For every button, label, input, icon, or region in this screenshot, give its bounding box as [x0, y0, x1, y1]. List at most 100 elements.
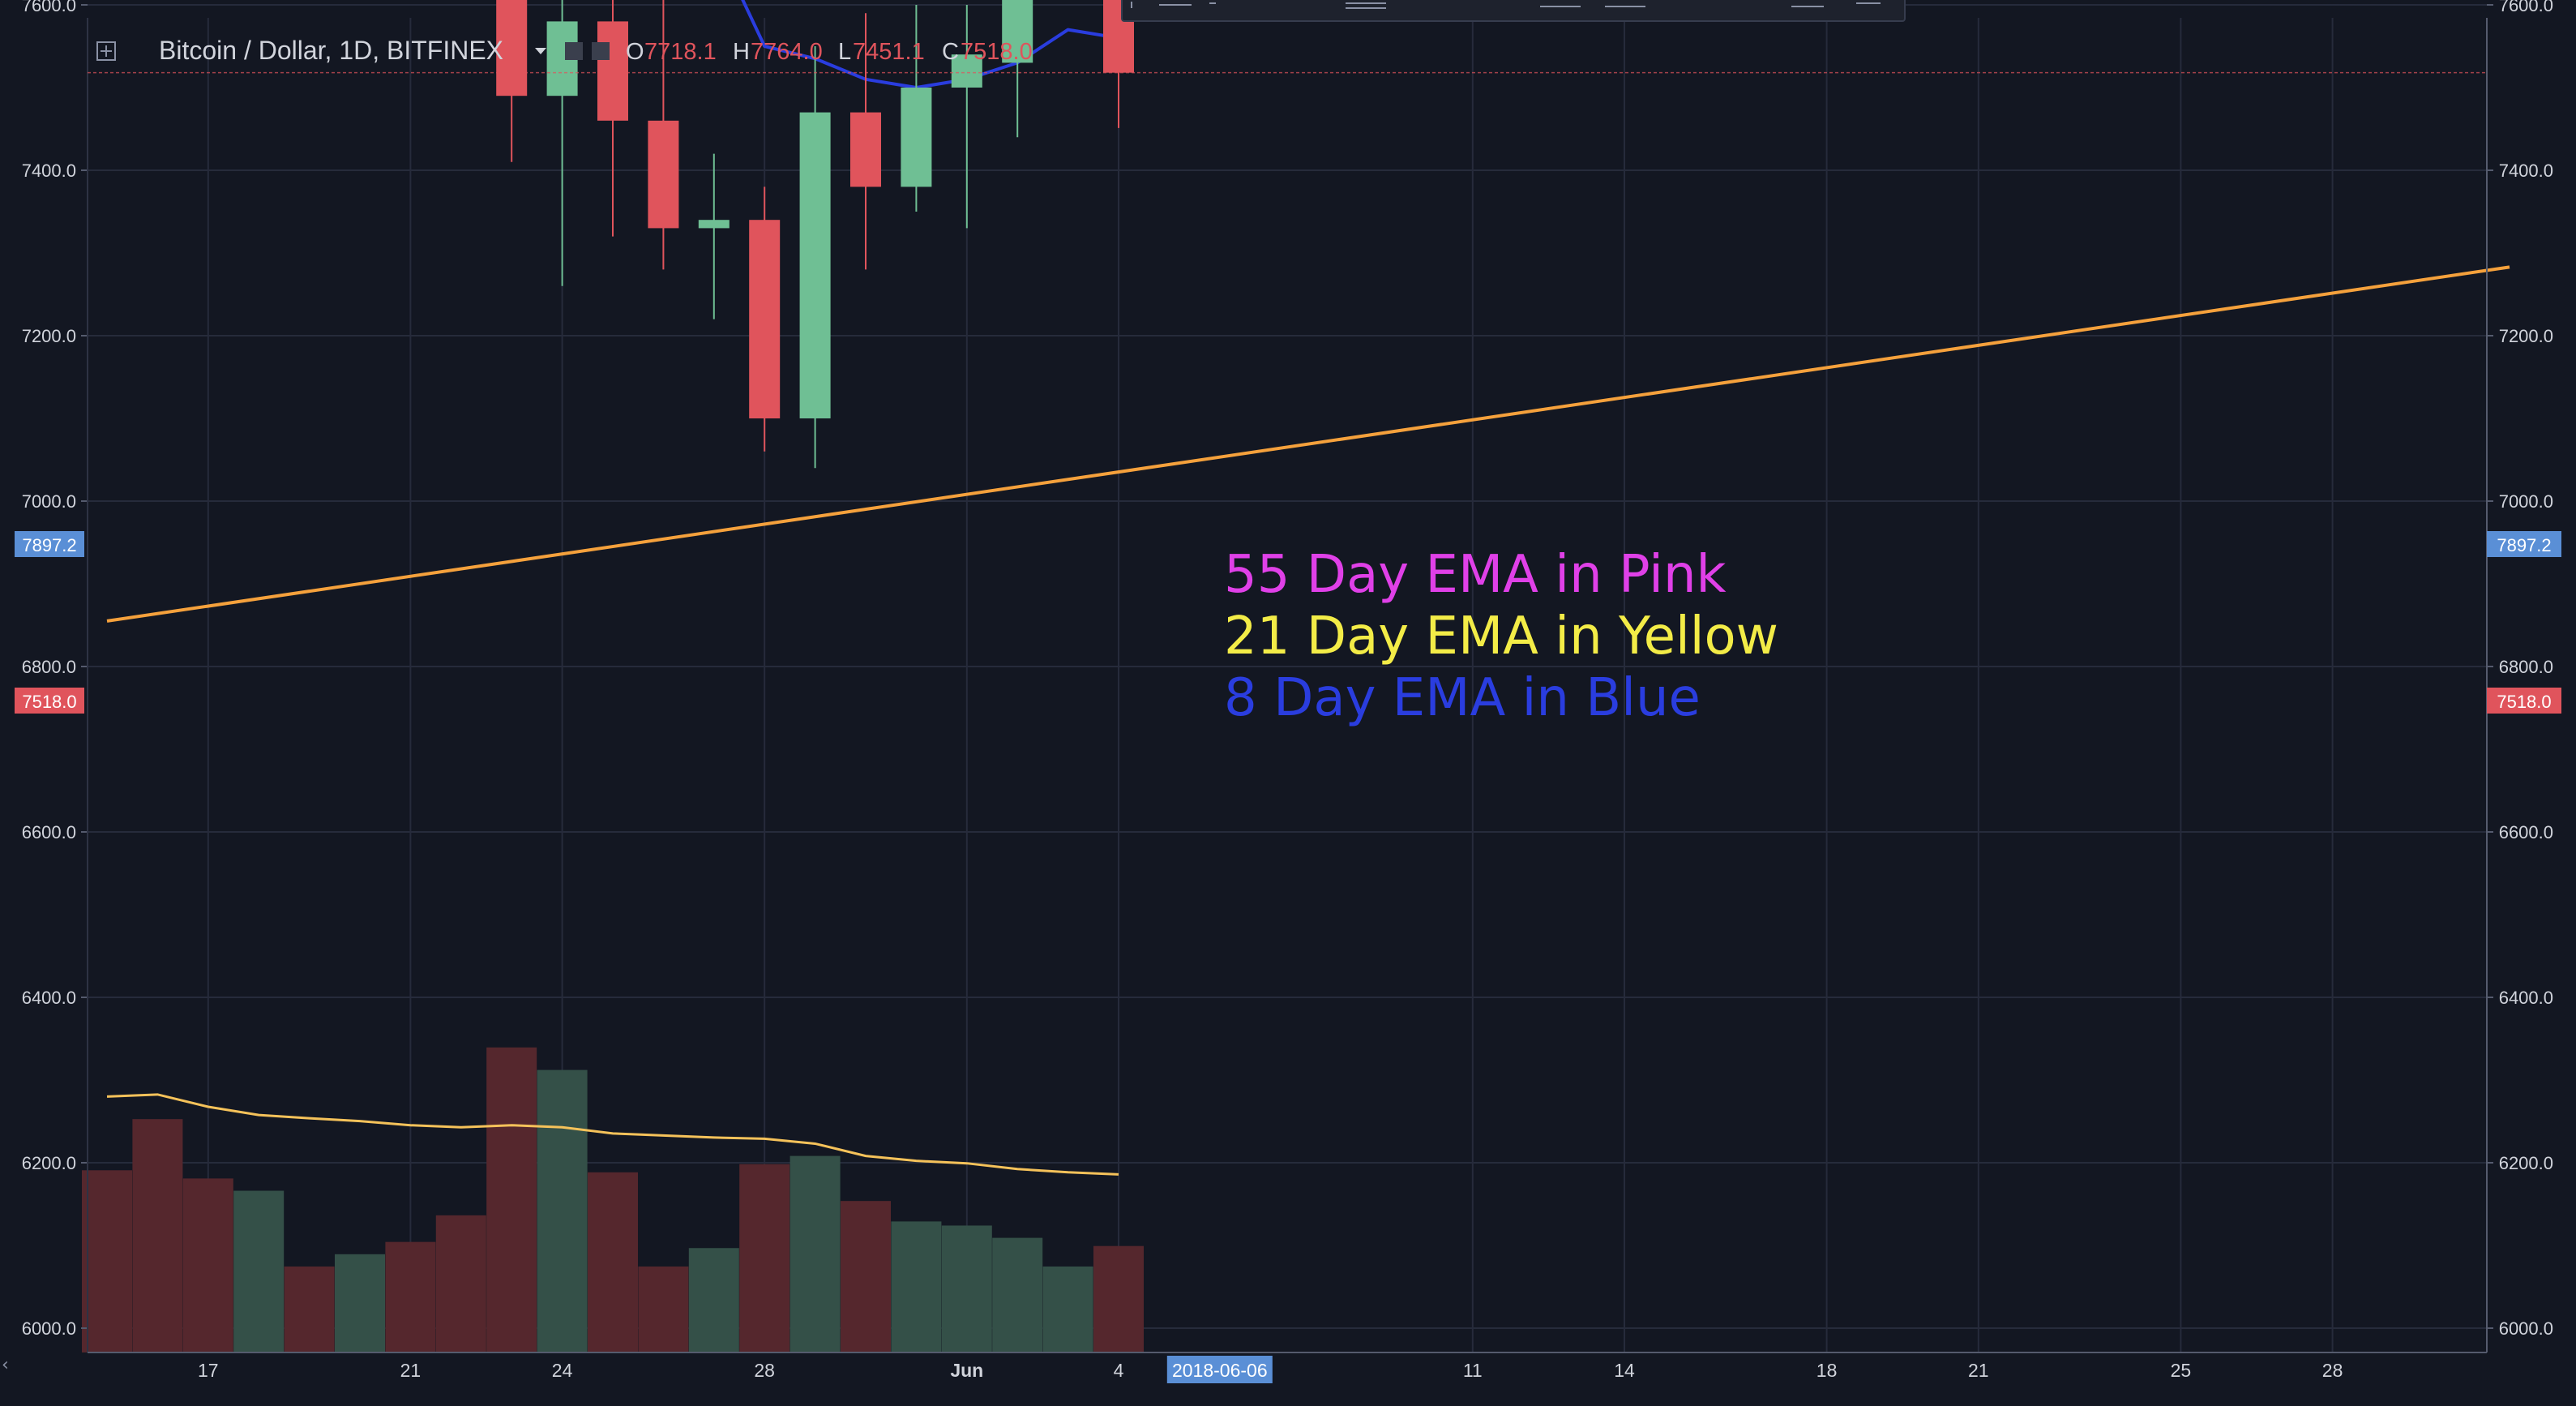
volume-bar	[335, 1254, 385, 1352]
y-tick-label-left: 6600.0	[22, 822, 76, 842]
ema-lines	[741, 0, 1119, 89]
y-tick-label-right: 6400.0	[2499, 988, 2553, 1008]
expand-icon[interactable]	[96, 41, 116, 61]
y-tick-label-left: 7600.0	[22, 0, 76, 15]
candle[interactable]	[1002, 0, 1033, 138]
axes: 6000.0 6000.0 6200.0 6200.0 6400.0 6400.0 6600…	[22, 0, 2553, 1381]
y-tick-label-left: 6800.0	[22, 657, 76, 677]
candle-body[interactable]	[648, 120, 679, 229]
candle-body[interactable]	[597, 21, 628, 121]
x-tick-label: 4	[1114, 1360, 1124, 1381]
candle[interactable]	[799, 46, 831, 469]
ema21-annotation: 21 Day EMA in Yellow	[1224, 607, 1778, 667]
volume-bar	[233, 1190, 285, 1352]
volume-bar	[638, 1266, 689, 1352]
ema8-line	[741, 0, 1119, 89]
time-cursor-label: 2018-06-06	[1166, 1356, 1273, 1383]
volume-bar	[841, 1201, 891, 1352]
candle-body[interactable]	[850, 112, 881, 187]
ema8-annotation: 8 Day EMA in Blue	[1224, 668, 1701, 728]
y-tick-label-right: 6000.0	[2499, 1318, 2553, 1339]
x-tick-label: 21	[1968, 1360, 1989, 1381]
y-tick-label-right: 7000.0	[2499, 491, 2553, 512]
candle[interactable]	[901, 5, 932, 212]
close-prefix: C	[942, 39, 959, 65]
chevron-left-icon[interactable]: ‹	[2, 1355, 9, 1375]
low-value: 7451.1	[853, 39, 925, 65]
candle[interactable]	[749, 186, 781, 452]
x-tick-label: Jun	[950, 1360, 983, 1381]
trendline-layer[interactable]	[106, 265, 2510, 623]
x-tick-label: 28	[2322, 1360, 2343, 1381]
symbol-legend[interactable]: Bitcoin / Dollar, 1D, BITFINEX O 7718.1 …	[96, 36, 1033, 65]
low-prefix: L	[838, 39, 851, 65]
candle-body[interactable]	[749, 220, 781, 418]
settings-icon[interactable]	[565, 42, 583, 60]
candle[interactable]	[496, 0, 528, 162]
volume-bar	[588, 1172, 638, 1352]
candle-body[interactable]	[901, 88, 932, 187]
x-tick-label: 18	[1816, 1360, 1838, 1381]
toolbar-icons[interactable]	[1131, 2, 1881, 9]
x-tick-label: 21	[400, 1360, 421, 1381]
candle[interactable]	[850, 13, 881, 270]
y-tick-label-right: 6800.0	[2499, 657, 2553, 677]
volume-bar	[1042, 1266, 1093, 1352]
candle[interactable]	[951, 5, 982, 229]
volume-bar	[891, 1221, 942, 1352]
volume-bar	[992, 1237, 1043, 1352]
last-price-label-right: 7518.0	[2487, 688, 2561, 714]
ema-price-label-right: 7897.2	[2487, 531, 2561, 557]
volume-bar	[435, 1215, 486, 1352]
drawing-toolbar[interactable]	[1121, 0, 1906, 22]
y-tick-label-left: 6000.0	[22, 1318, 76, 1339]
candle[interactable]	[648, 0, 679, 270]
x-tick-label: 28	[754, 1360, 775, 1381]
y-tick-label-left: 7000.0	[22, 491, 76, 512]
y-tick-label-left: 6200.0	[22, 1153, 76, 1173]
y-tick-label-right: 7600.0	[2499, 0, 2553, 15]
volume-bar	[486, 1047, 537, 1352]
candle[interactable]	[698, 153, 730, 319]
volume-bar	[132, 1119, 183, 1352]
svg-text:7897.2: 7897.2	[2497, 535, 2551, 555]
x-tick-label: 17	[198, 1360, 219, 1381]
volume-bar	[82, 1170, 132, 1352]
y-tick-label-right: 7200.0	[2499, 326, 2553, 346]
volume-bar	[739, 1164, 790, 1352]
y-tick-label-right: 6600.0	[2499, 822, 2553, 842]
close-value: 7518.0	[961, 39, 1033, 65]
chevron-down-icon[interactable]	[535, 48, 546, 54]
candle-body[interactable]	[496, 0, 528, 96]
candle-body[interactable]	[1002, 0, 1033, 63]
volume-bar	[385, 1241, 436, 1352]
x-tick-label: 14	[1614, 1360, 1635, 1381]
trendline[interactable]	[106, 265, 2510, 623]
volume-bar	[537, 1070, 588, 1352]
volume-bar	[941, 1225, 992, 1352]
candle-body[interactable]	[698, 220, 730, 229]
candle-body[interactable]	[951, 54, 982, 88]
x-tick-label: 24	[552, 1360, 573, 1381]
hide-icon[interactable]	[592, 42, 610, 60]
y-tick-label-right: 6200.0	[2499, 1153, 2553, 1173]
symbol-title[interactable]: Bitcoin / Dollar, 1D, BITFINEX	[159, 36, 503, 65]
x-tick-label: 11	[1463, 1360, 1483, 1381]
x-tick-label: 25	[2171, 1360, 2192, 1381]
svg-text:7518.0: 7518.0	[22, 692, 76, 712]
volume-bar	[789, 1155, 841, 1352]
open-value: 7718.1	[644, 39, 717, 65]
last-price-label-left: 7518.0	[15, 688, 84, 714]
candle[interactable]	[597, 0, 628, 237]
y-tick-label-left: 7400.0	[22, 161, 76, 181]
high-value: 7764.0	[751, 39, 823, 65]
candlesticks[interactable]	[92, 0, 1134, 469]
candle-body[interactable]	[799, 112, 831, 418]
ema55-annotation: 55 Day EMA in Pink	[1224, 545, 1727, 605]
open-prefix: O	[626, 39, 644, 65]
volume-bar	[688, 1248, 739, 1352]
svg-text:2018-06-06: 2018-06-06	[1172, 1360, 1268, 1381]
svg-text:7897.2: 7897.2	[22, 535, 76, 555]
volume-bar	[182, 1178, 233, 1352]
